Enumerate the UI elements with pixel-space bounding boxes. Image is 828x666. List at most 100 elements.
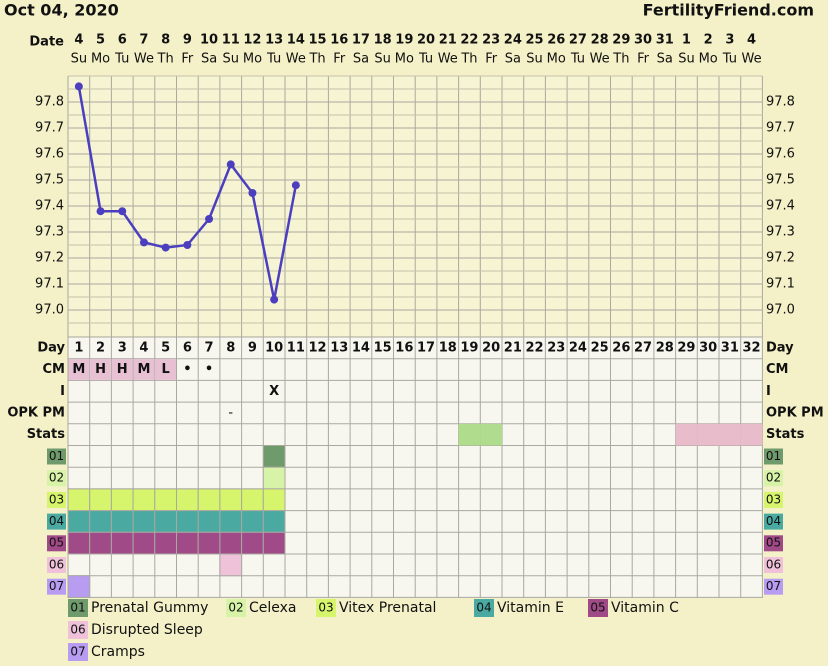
- day-number: 32: [743, 340, 761, 355]
- day-number: 17: [417, 340, 435, 355]
- medication-cell: [197, 531, 221, 555]
- row-label-right: I: [766, 384, 771, 399]
- medication-cell: [67, 510, 91, 533]
- medication-cell: [262, 510, 286, 533]
- stats-cell: [740, 423, 763, 446]
- weekday-label: Fr: [181, 52, 194, 67]
- weekday-label: Tu: [266, 52, 281, 67]
- medication-cell: [89, 531, 112, 555]
- day-number: 11: [287, 340, 305, 355]
- temperature-point: [248, 189, 257, 197]
- legend-name: Celexa: [249, 600, 297, 616]
- x-tick-label: 9: [183, 33, 192, 48]
- medication-cell: [219, 510, 243, 533]
- x-tick-label: 24: [504, 33, 522, 48]
- y-tick-label-right: 97.0: [766, 303, 795, 318]
- chart-date: Oct 04, 2020: [4, 1, 119, 20]
- row-label: I: [60, 384, 65, 399]
- day-number: 8: [226, 340, 235, 355]
- day-number: 21: [504, 340, 522, 355]
- medication-cell: [67, 575, 91, 598]
- day-number: 3: [118, 340, 127, 355]
- day-number: 18: [439, 340, 457, 355]
- date-label: Date: [29, 35, 64, 50]
- weekday-label: Tu: [114, 52, 129, 67]
- stats-cell: [480, 423, 502, 446]
- medication-cell: [219, 553, 243, 577]
- i-value: X: [269, 384, 279, 399]
- stats-cell: [458, 423, 481, 446]
- weekday-label: Tu: [570, 52, 585, 67]
- day-number: 6: [183, 340, 192, 355]
- y-tick-label: 97.0: [35, 303, 64, 318]
- medication-cell: [154, 531, 178, 555]
- x-tick-label: 14: [287, 33, 305, 48]
- x-tick-label: 27: [569, 33, 587, 48]
- legend-swatch: [68, 599, 88, 617]
- code-label: 05: [49, 536, 64, 550]
- weekday-label: Sa: [657, 52, 673, 67]
- y-tick-label: 97.2: [35, 251, 64, 266]
- day-number: 16: [395, 340, 413, 355]
- x-tick-label: 1: [682, 33, 691, 48]
- medication-cell: [110, 488, 134, 512]
- x-tick-label: 7: [139, 33, 148, 48]
- y-tick-label-right: 97.5: [766, 173, 795, 188]
- temperature-point: [270, 295, 279, 304]
- medication-cell: [132, 531, 156, 555]
- code-label: 02: [49, 471, 64, 485]
- legend-swatch: [316, 599, 336, 617]
- code-label-right: 03: [766, 492, 781, 506]
- day-number: 23: [547, 340, 565, 355]
- cm-cell: [68, 359, 90, 380]
- x-tick-label: 13: [265, 33, 283, 48]
- code-badge: [47, 578, 66, 595]
- cm-cell: [155, 359, 176, 380]
- legend-name: Cramps: [91, 644, 145, 660]
- x-tick-label: 22: [460, 33, 478, 48]
- x-tick-label: 19: [395, 33, 413, 48]
- code-label: 03: [49, 492, 64, 506]
- x-tick-label: 16: [330, 33, 348, 48]
- legend-name: Disrupted Sleep: [91, 622, 203, 638]
- medication-cell: [67, 531, 91, 555]
- weekday-label: Su: [678, 52, 695, 67]
- code-label: 06: [49, 557, 64, 571]
- x-tick-label: 29: [612, 33, 630, 48]
- medication-cell: [67, 488, 91, 512]
- code-label-right: 04: [766, 514, 781, 528]
- legend-code: 02: [228, 601, 243, 615]
- weekday-label: Mo: [91, 52, 110, 67]
- code-badge: [47, 448, 66, 465]
- temperature-point: [74, 82, 83, 91]
- code-label-right: 06: [766, 557, 781, 571]
- medication-cell: [132, 488, 156, 512]
- weekday-label: Su: [374, 52, 391, 67]
- medication-cell: [154, 488, 178, 512]
- medication-cell: [176, 488, 199, 512]
- temperature-point: [118, 207, 127, 216]
- x-tick-label: 21: [439, 33, 457, 48]
- y-tick-label: 97.7: [35, 121, 64, 136]
- row-label: Stats: [27, 427, 66, 442]
- weekday-label: Th: [460, 52, 477, 67]
- code-badge: [47, 535, 66, 552]
- weekday-label: Mo: [243, 52, 262, 67]
- stats-cell: [675, 423, 698, 446]
- weekday-label: We: [286, 52, 306, 67]
- x-tick-label: 12: [243, 33, 261, 48]
- weekday-label: Fr: [637, 52, 650, 67]
- cm-cell: [111, 359, 133, 380]
- weekday-label: Sa: [505, 52, 521, 67]
- medication-cell: [241, 510, 264, 533]
- day-number: 10: [265, 340, 283, 355]
- code-badge-right: [764, 535, 783, 552]
- x-tick-label: 20: [417, 33, 435, 48]
- cm-value: H: [117, 362, 128, 377]
- weekday-label: Sa: [201, 52, 217, 67]
- x-tick-label: 26: [547, 33, 565, 48]
- row-label-right: CM: [766, 362, 788, 377]
- day-number: 2: [96, 340, 105, 355]
- day-number: 19: [460, 340, 478, 355]
